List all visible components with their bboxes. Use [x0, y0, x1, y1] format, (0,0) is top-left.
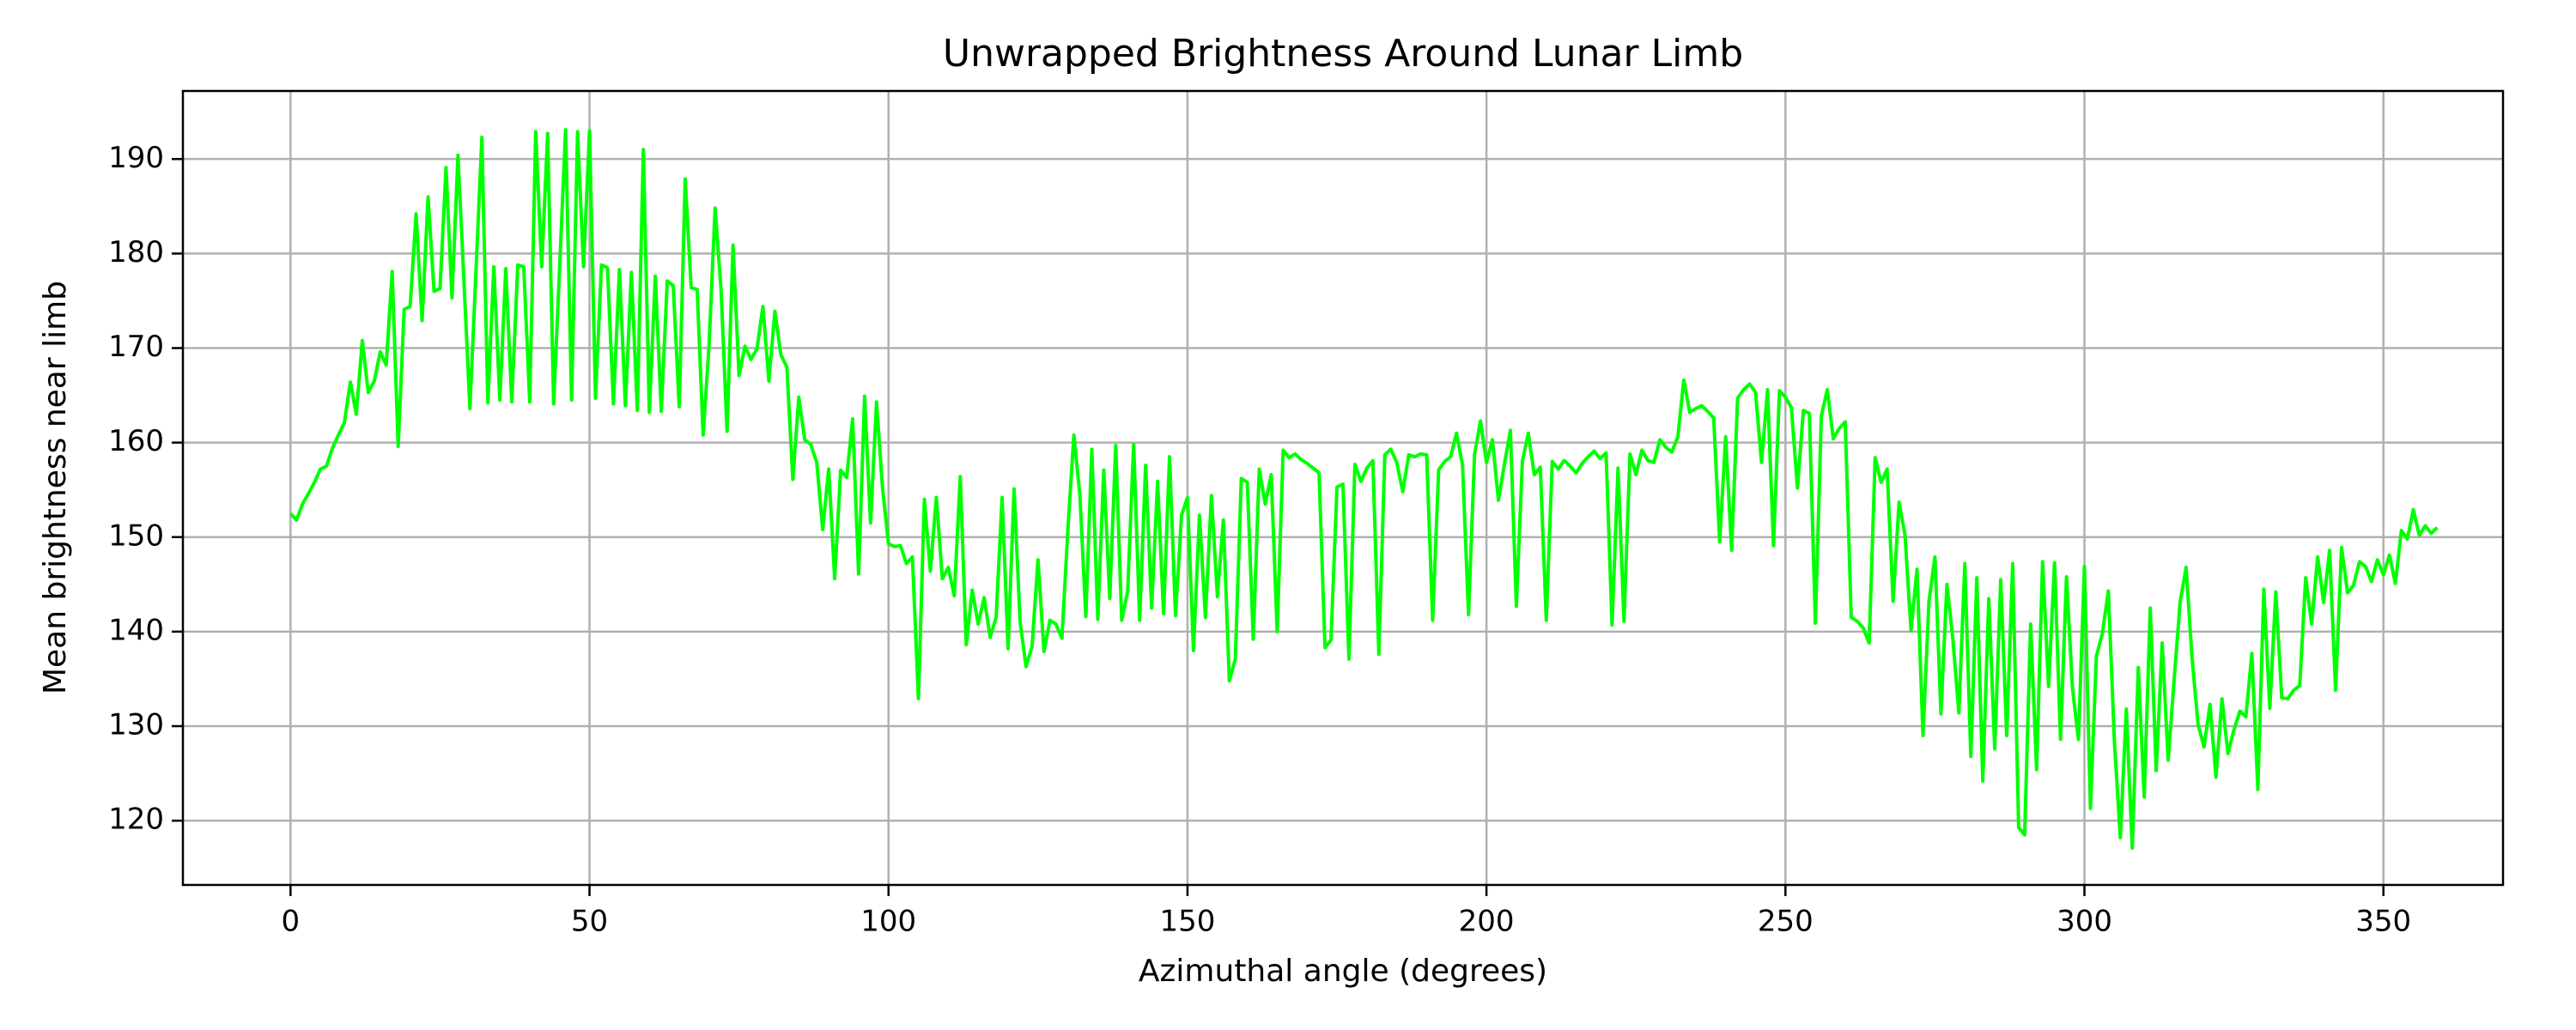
- x-tick-label: 150: [1159, 905, 1215, 939]
- y-tick-label: 150: [108, 518, 164, 553]
- x-tick-label: 250: [1758, 905, 1814, 939]
- y-tick-label: 130: [108, 708, 164, 742]
- x-tick-label: 100: [860, 905, 916, 939]
- y-tick-label: 140: [108, 613, 164, 647]
- plot-area: [289, 128, 2439, 851]
- y-axis-label: Mean brightness near limb: [38, 281, 73, 694]
- x-tick-label: 300: [2057, 905, 2112, 939]
- y-tick-label: 120: [108, 803, 164, 837]
- axes-frame: [181, 89, 2505, 887]
- x-tick-label: 50: [571, 905, 608, 939]
- data-line: [289, 128, 2439, 851]
- x-tick-label: 200: [1459, 905, 1515, 939]
- y-tick-label: 160: [108, 424, 164, 458]
- x-axis-label: Azimuthal angle (degrees): [1139, 954, 1547, 989]
- chart-title: Unwrapped Brightness Around Lunar Limb: [943, 32, 1743, 76]
- x-tick-label: 350: [2355, 905, 2411, 939]
- y-tick-label: 170: [108, 330, 164, 364]
- y-tick-label: 180: [108, 235, 164, 270]
- y-tick-label: 190: [108, 141, 164, 175]
- x-tick-label: 0: [282, 905, 301, 939]
